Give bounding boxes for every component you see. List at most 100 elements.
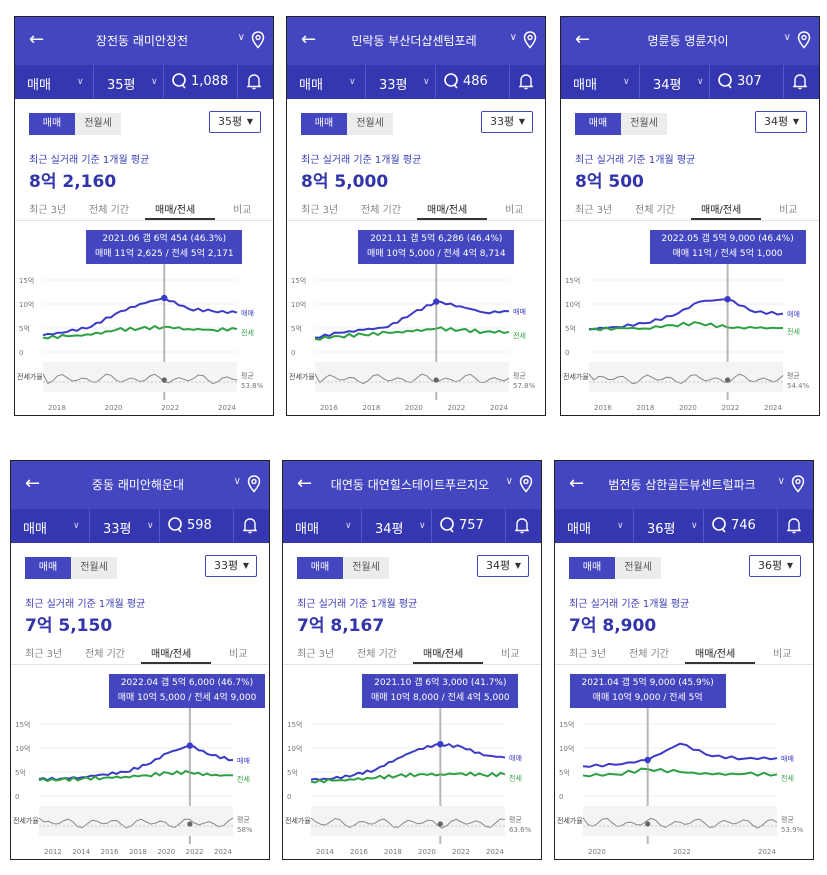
location-pin-icon[interactable] bbox=[523, 31, 537, 53]
location-pin-icon[interactable] bbox=[251, 31, 265, 53]
chevron-down-icon[interactable]: ∨ bbox=[77, 77, 84, 87]
back-arrow-icon[interactable]: ← bbox=[25, 473, 41, 494]
chevron-down-icon[interactable]: ∨ bbox=[617, 521, 624, 531]
chevron-down-icon[interactable]: ∨ bbox=[691, 521, 698, 531]
toggle-sale[interactable]: 매매 bbox=[301, 113, 347, 135]
toggle-rent[interactable]: 전월세 bbox=[615, 557, 661, 579]
tab-compare[interactable]: 비교 bbox=[505, 205, 524, 216]
back-arrow-icon[interactable]: ← bbox=[29, 29, 45, 50]
tab-all-period[interactable]: 전체 기간 bbox=[635, 205, 675, 216]
deal-type-select[interactable]: 매매 bbox=[573, 78, 597, 93]
tab-all-period[interactable]: 전체 기간 bbox=[89, 205, 129, 216]
toggle-rent[interactable]: 전월세 bbox=[347, 113, 393, 135]
bell-icon[interactable] bbox=[518, 73, 534, 94]
tab-recent-3y[interactable]: 최근 3년 bbox=[569, 649, 607, 660]
toggle-sale[interactable]: 매매 bbox=[297, 557, 343, 579]
chevron-down-icon[interactable]: ∨ bbox=[505, 476, 513, 487]
complex-title[interactable]: 대연동 대연힐스테이트푸르지오 bbox=[330, 478, 490, 492]
tab-all-period[interactable]: 전체 기간 bbox=[357, 649, 397, 660]
size-select[interactable]: 33평 bbox=[379, 78, 408, 93]
deal-type-select[interactable]: 매매 bbox=[295, 522, 319, 537]
chevron-down-icon[interactable]: ∨ bbox=[423, 77, 430, 87]
back-arrow-icon[interactable]: ← bbox=[569, 473, 585, 494]
toggle-sale[interactable]: 매매 bbox=[575, 113, 621, 135]
tab-compare[interactable]: 비교 bbox=[779, 205, 798, 216]
back-arrow-icon[interactable]: ← bbox=[575, 29, 591, 50]
comment-count[interactable]: 1,088 bbox=[191, 74, 229, 89]
location-pin-icon[interactable] bbox=[519, 475, 533, 497]
bell-icon[interactable] bbox=[786, 517, 802, 538]
comment-count[interactable]: 598 bbox=[187, 518, 212, 533]
chevron-down-icon[interactable]: ∨ bbox=[151, 77, 158, 87]
tab-all-period[interactable]: 전체 기간 bbox=[85, 649, 125, 660]
tab-compare[interactable]: 비교 bbox=[501, 649, 520, 660]
size-dropdown[interactable]: 33평 ▼ bbox=[205, 555, 257, 577]
comment-count[interactable]: 486 bbox=[463, 74, 488, 89]
location-pin-icon[interactable] bbox=[791, 475, 805, 497]
back-arrow-icon[interactable]: ← bbox=[301, 29, 317, 50]
tab-sale-jeonse[interactable]: 매매/전세 bbox=[695, 649, 736, 660]
size-dropdown[interactable]: 33평 ▼ bbox=[481, 111, 533, 133]
chevron-down-icon[interactable]: ∨ bbox=[233, 476, 241, 487]
size-select[interactable]: 34평 bbox=[375, 522, 404, 537]
size-select[interactable]: 34평 bbox=[653, 78, 682, 93]
chevron-down-icon[interactable]: ∨ bbox=[237, 32, 245, 43]
comment-icon[interactable] bbox=[711, 516, 727, 538]
complex-title[interactable]: 중동 래미안해운대 bbox=[91, 478, 185, 492]
tab-sale-jeonse[interactable]: 매매/전세 bbox=[155, 205, 196, 216]
tab-sale-jeonse[interactable]: 매매/전세 bbox=[423, 649, 464, 660]
tab-recent-3y[interactable]: 최근 3년 bbox=[29, 205, 67, 216]
tab-recent-3y[interactable]: 최근 3년 bbox=[25, 649, 63, 660]
tab-compare[interactable]: 비교 bbox=[773, 649, 792, 660]
complex-title[interactable]: 민락동 부산더샵센텀포레 bbox=[351, 34, 477, 48]
size-dropdown[interactable]: 34평 ▼ bbox=[755, 111, 807, 133]
size-dropdown[interactable]: 36평 ▼ bbox=[749, 555, 801, 577]
bell-icon[interactable] bbox=[514, 517, 530, 538]
chevron-down-icon[interactable]: ∨ bbox=[623, 77, 630, 87]
tab-compare[interactable]: 비교 bbox=[229, 649, 248, 660]
tab-recent-3y[interactable]: 최근 3년 bbox=[301, 205, 339, 216]
chevron-down-icon[interactable]: ∨ bbox=[147, 521, 154, 531]
bell-icon[interactable] bbox=[792, 73, 808, 94]
toggle-rent[interactable]: 전월세 bbox=[343, 557, 389, 579]
chevron-down-icon[interactable]: ∨ bbox=[349, 77, 356, 87]
location-pin-icon[interactable] bbox=[797, 31, 811, 53]
back-arrow-icon[interactable]: ← bbox=[297, 473, 313, 494]
deal-type-select[interactable]: 매매 bbox=[23, 522, 47, 537]
chevron-down-icon[interactable]: ∨ bbox=[777, 476, 785, 487]
tab-all-period[interactable]: 전체 기간 bbox=[361, 205, 401, 216]
chevron-down-icon[interactable]: ∨ bbox=[73, 521, 80, 531]
tab-all-period[interactable]: 전체 기간 bbox=[629, 649, 669, 660]
bell-icon[interactable] bbox=[246, 73, 262, 94]
comment-icon[interactable] bbox=[717, 72, 733, 94]
chevron-down-icon[interactable]: ∨ bbox=[697, 77, 704, 87]
chevron-down-icon[interactable]: ∨ bbox=[783, 32, 791, 43]
chevron-down-icon[interactable]: ∨ bbox=[419, 521, 426, 531]
toggle-rent[interactable]: 전월세 bbox=[75, 113, 121, 135]
complex-title[interactable]: 장전동 래미안장전 bbox=[95, 34, 189, 48]
toggle-rent[interactable]: 전월세 bbox=[71, 557, 117, 579]
size-dropdown[interactable]: 35평 ▼ bbox=[209, 111, 261, 133]
tab-sale-jeonse[interactable]: 매매/전세 bbox=[427, 205, 468, 216]
deal-type-select[interactable]: 매매 bbox=[299, 78, 323, 93]
bell-icon[interactable] bbox=[242, 517, 258, 538]
tab-compare[interactable]: 비교 bbox=[233, 205, 252, 216]
size-dropdown[interactable]: 34평 ▼ bbox=[477, 555, 529, 577]
comment-icon[interactable] bbox=[439, 516, 455, 538]
complex-title[interactable]: 명륜동 명륜자이 bbox=[647, 34, 729, 48]
size-select[interactable]: 35평 bbox=[107, 78, 136, 93]
comment-icon[interactable] bbox=[171, 72, 187, 94]
toggle-sale[interactable]: 매매 bbox=[569, 557, 615, 579]
deal-type-select[interactable]: 매매 bbox=[27, 78, 51, 93]
comment-count[interactable]: 307 bbox=[737, 74, 762, 89]
tab-sale-jeonse[interactable]: 매매/전세 bbox=[701, 205, 742, 216]
toggle-rent[interactable]: 전월세 bbox=[621, 113, 667, 135]
tab-recent-3y[interactable]: 최근 3년 bbox=[575, 205, 613, 216]
comment-count[interactable]: 757 bbox=[459, 518, 484, 533]
